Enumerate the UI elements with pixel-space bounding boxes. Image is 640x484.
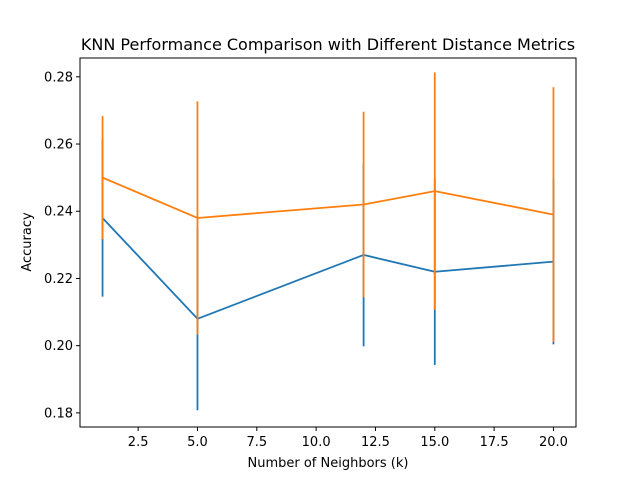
y-axis-label: Accuracy bbox=[20, 212, 35, 272]
series-line-1 bbox=[101, 217, 554, 320]
x-tick-label: 7.5 bbox=[246, 435, 267, 450]
axes-frame bbox=[79, 57, 577, 428]
x-axis-label: Number of Neighbors (k) bbox=[248, 456, 409, 471]
y-tick-label: 0.20 bbox=[44, 339, 73, 354]
y-tick-label: 0.24 bbox=[44, 205, 73, 220]
y-tick-label: 0.28 bbox=[44, 70, 73, 85]
series-line-2 bbox=[102, 176, 554, 219]
y-tick-label: 0.26 bbox=[44, 138, 73, 153]
x-tick-label: 17.5 bbox=[480, 435, 509, 450]
x-tick-label: 12.5 bbox=[361, 435, 390, 450]
plot-area: 2.5 5.0 7.5 10.0 12.5 15.0 17.5 20.0 0.18 0.20 0.2… bbox=[44, 57, 577, 450]
y-tick-label: 0.18 bbox=[44, 406, 73, 421]
x-tick-label: 20.0 bbox=[539, 435, 568, 450]
x-tick-label: 15.0 bbox=[420, 435, 449, 450]
x-tick-label: 5.0 bbox=[187, 435, 208, 450]
x-tick-label: 2.5 bbox=[128, 435, 149, 450]
chart-title: KNN Performance Comparison with Differen… bbox=[81, 35, 575, 54]
y-tick-label: 0.22 bbox=[44, 272, 73, 287]
x-tick-label: 10.0 bbox=[302, 435, 331, 450]
